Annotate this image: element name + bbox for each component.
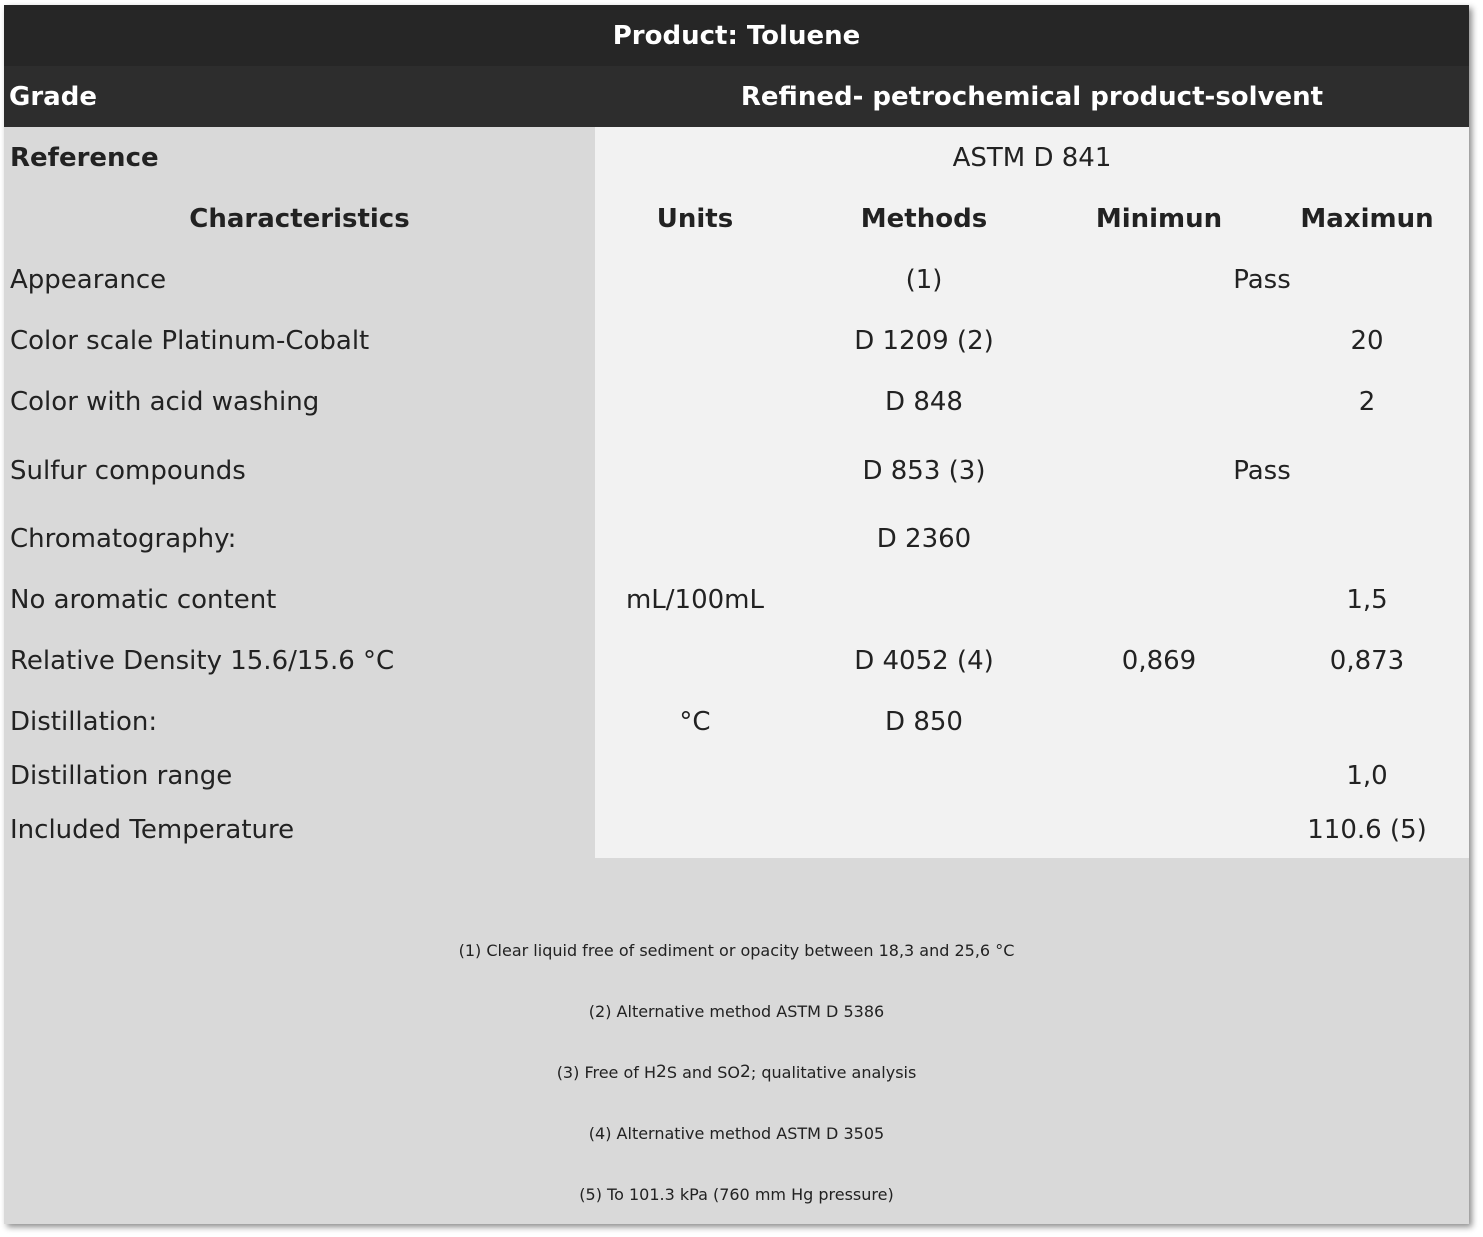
product-title: Product: Toluene (4, 5, 1469, 66)
characteristic-cell: Included Temperature (10, 814, 295, 845)
characteristic-cell: Relative Density 15.6/15.6 °C (10, 645, 395, 676)
footnote-3-part-b: S and SO (666, 1062, 741, 1082)
reference-value: ASTM D 841 (952, 142, 1112, 173)
grade-value: Refined- petrochemical product-solvent (740, 81, 1324, 112)
method-cell: D 4052 (4) (854, 645, 994, 676)
values-panel (595, 127, 1469, 858)
characteristic-cell: Sulfur compounds (10, 455, 246, 486)
maximum-cell: 1,0 (1346, 760, 1388, 791)
spec-cell: Pass (1233, 264, 1291, 295)
footnote-1: (1) Clear liquid free of sediment or opa… (458, 940, 1015, 960)
characteristic-cell: Color with acid washing (10, 386, 320, 417)
footnote-5: (5) To 101.3 kPa (760 mm Hg pressure) (579, 1184, 894, 1204)
header-characteristics: Characteristics (189, 203, 410, 234)
method-cell: D 848 (885, 386, 963, 417)
method-cell: D 2360 (876, 523, 972, 554)
maximum-cell: 110.6 (5) (1307, 814, 1427, 845)
maximum-cell: 0,873 (1329, 645, 1405, 676)
product-title-text: Product: Toluene (612, 20, 861, 51)
characteristic-cell: Distillation: (10, 706, 158, 737)
footnote-3-part-c: ; qualitative analysis (750, 1062, 917, 1082)
reference-label: Reference (10, 142, 159, 173)
header-minimum: Minimun (1095, 203, 1223, 234)
units-cell: mL/100mL (625, 584, 764, 615)
spec-cell: Pass (1233, 455, 1291, 486)
footnote-3-part-a: (3) Free of H (556, 1062, 657, 1082)
footnote-4: (4) Alternative method ASTM D 3505 (588, 1123, 885, 1143)
grade-label: Grade (9, 81, 97, 112)
header-methods: Methods (860, 203, 988, 234)
minimum-cell: 0,869 (1121, 645, 1197, 676)
characteristic-cell: No aromatic content (10, 584, 277, 615)
method-cell: D 850 (885, 706, 963, 737)
maximum-cell: 2 (1358, 386, 1376, 417)
spec-sheet: Product: Toluene Grade Refined- petroche… (4, 5, 1469, 1224)
characteristic-cell: Distillation range (10, 760, 233, 791)
method-cell: D 1209 (2) (854, 325, 994, 356)
characteristic-cell: Appearance (10, 264, 167, 295)
method-cell: D 853 (3) (862, 455, 986, 486)
units-cell: °C (679, 706, 711, 737)
maximum-cell: 1,5 (1346, 584, 1388, 615)
method-cell: (1) (905, 264, 943, 295)
grade-row: Grade Refined- petrochemical product-sol… (4, 66, 1469, 127)
header-maximum: Maximun (1300, 203, 1434, 234)
header-units: Units (656, 203, 734, 234)
footnote-2: (2) Alternative method ASTM D 5386 (588, 1001, 885, 1021)
characteristic-cell: Color scale Platinum-Cobalt (10, 325, 370, 356)
maximum-cell: 20 (1350, 325, 1384, 356)
characteristic-cell: Chromatography: (10, 523, 237, 554)
